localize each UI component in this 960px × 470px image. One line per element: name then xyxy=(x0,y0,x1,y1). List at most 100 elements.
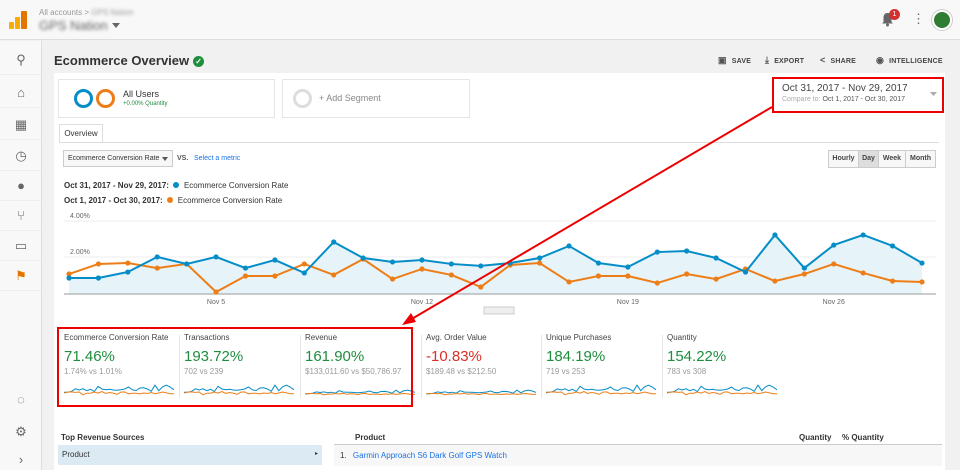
sparkline-current xyxy=(184,384,294,393)
data-point xyxy=(242,273,249,279)
account-selector[interactable]: GPS Nation xyxy=(39,18,108,33)
data-point xyxy=(654,249,660,255)
product-link[interactable]: Garmin Approach S6 Dark Golf GPS Watch xyxy=(352,451,507,460)
row-rank: 1. xyxy=(340,451,347,460)
data-point xyxy=(213,254,219,260)
metric-change: 193.72% xyxy=(184,348,244,365)
tab-overview[interactable]: Overview xyxy=(59,124,103,142)
share-button[interactable]: < SHARE xyxy=(820,55,856,65)
granularity-month[interactable]: Month xyxy=(905,150,936,168)
add-segment-label: + Add Segment xyxy=(319,93,381,103)
source-item-product[interactable]: Product ▸ xyxy=(58,445,322,465)
data-point xyxy=(360,255,366,261)
metric-name: Transactions xyxy=(184,333,230,342)
data-point xyxy=(301,270,307,276)
granularity-day[interactable]: Day xyxy=(858,150,879,168)
breadcrumb-account[interactable]: GPS Nation xyxy=(91,8,134,17)
behavior-icon[interactable]: ▭ xyxy=(0,231,42,261)
date-range-picker[interactable]: Oct 31, 2017 - Nov 29, 2017 Compare to: … xyxy=(772,77,944,113)
download-icon: ⤓ xyxy=(765,55,770,65)
metric-card[interactable]: Quantity 154.22% 783 vs 308 xyxy=(667,333,785,397)
gear-icon[interactable]: ⚙ xyxy=(15,424,27,439)
data-point xyxy=(595,273,602,279)
y-tick-label: 2.00% xyxy=(70,249,90,256)
sparkline-previous xyxy=(64,390,174,396)
sidebar: ⚲ ⌂ ▦ ◷ ● ⑂ ▭ ⚑ ◌ ⚙ › xyxy=(0,41,42,470)
blue-segment-ring-icon xyxy=(74,89,93,108)
line-chart: 4.00% 2.00% Nov 5 Nov 12 Nov 19 Nov 26 xyxy=(64,213,936,315)
metric-card[interactable]: Ecommerce Conversion Rate 71.46% 1.74% vs … xyxy=(64,333,182,397)
sparkline xyxy=(667,384,777,396)
data-point xyxy=(448,261,454,267)
clock-icon[interactable]: ◷ xyxy=(0,141,42,171)
data-point xyxy=(272,257,278,263)
home-icon[interactable]: ⌂ xyxy=(0,78,42,108)
avatar[interactable] xyxy=(932,10,952,30)
metric-compare: 783 vs 308 xyxy=(667,367,707,376)
save-button[interactable]: ▣ SAVE xyxy=(718,55,752,65)
customization-icon[interactable]: ▦ xyxy=(0,110,42,140)
chevron-right-icon[interactable]: › xyxy=(18,452,24,467)
data-point xyxy=(742,269,749,275)
export-button[interactable]: ⤓ EXPORT xyxy=(765,55,805,65)
metric-select[interactable]: Ecommerce Conversion Rate xyxy=(63,150,173,167)
sparkline-previous xyxy=(184,390,294,396)
chevron-down-icon[interactable] xyxy=(112,23,120,28)
data-point xyxy=(242,265,249,271)
blue-dot-icon xyxy=(172,182,179,188)
more-vert-icon[interactable]: ⋮ xyxy=(912,11,925,26)
data-point xyxy=(801,271,807,277)
select-metric-link[interactable]: Select a metric xyxy=(194,155,241,162)
data-point xyxy=(713,276,719,282)
data-point xyxy=(537,260,543,266)
col-pct-quantity[interactable]: % Quantity xyxy=(842,433,884,442)
col-product[interactable]: Product xyxy=(355,433,386,442)
breadcrumb-all-accounts[interactable]: All accounts > xyxy=(39,8,90,17)
acquisition-icon[interactable]: ⑂ xyxy=(0,201,42,231)
x-tick-label: Nov 26 xyxy=(823,299,845,306)
sparkline-previous xyxy=(667,390,777,396)
intelligence-button[interactable]: ◉ INTELLIGENCE xyxy=(876,55,943,65)
divider xyxy=(421,335,422,398)
lightbulb-icon[interactable]: ◌ xyxy=(17,392,25,407)
annotation-box-metrics xyxy=(57,327,413,407)
data-point xyxy=(66,271,72,277)
data-point xyxy=(301,261,307,267)
data-point xyxy=(566,243,572,249)
data-point xyxy=(389,276,396,282)
metric-name: Unique Purchases xyxy=(546,333,612,342)
segment-sub: +0.00% Quantity xyxy=(123,101,168,107)
x-tick-label: Nov 19 xyxy=(617,299,639,306)
metric-change: 71.46% xyxy=(64,348,115,365)
sparkline-current xyxy=(426,389,536,395)
person-icon[interactable]: ● xyxy=(0,171,42,201)
data-point xyxy=(95,261,102,267)
metric-card[interactable]: Transactions 193.72% 702 vs 239 xyxy=(184,333,302,397)
data-point xyxy=(213,289,219,295)
intelligence-icon: ◉ xyxy=(876,55,885,65)
divider xyxy=(300,335,301,398)
data-point xyxy=(831,261,837,267)
legend-previous: Oct 1, 2017 - Oct 30, 2017: Ecommerce Con… xyxy=(64,196,283,205)
compare-label: Compare to: xyxy=(782,96,821,103)
data-point xyxy=(537,255,543,261)
sparkline xyxy=(426,389,536,396)
col-quantity[interactable]: Quantity xyxy=(799,433,832,442)
data-point xyxy=(625,264,631,270)
metric-card[interactable]: Unique Purchases 184.19% 719 vs 253 xyxy=(546,333,664,397)
x-tick-label: Nov 12 xyxy=(411,299,433,306)
segment-name: All Users xyxy=(123,89,160,99)
data-point xyxy=(889,278,896,284)
breadcrumb[interactable]: All accounts > GPS Nation xyxy=(39,8,134,17)
data-point xyxy=(654,280,660,286)
flag-icon[interactable]: ⚑ xyxy=(0,261,42,291)
sparkline xyxy=(184,384,294,396)
metric-card[interactable]: Revenue 161.90% $133,011.60 vs $50,786.97 xyxy=(305,333,423,397)
chart-collapse-handle[interactable] xyxy=(483,306,515,315)
metric-card[interactable]: Avg. Order Value -10.83% $189.48 vs $212.5… xyxy=(426,333,544,397)
segment-all-users[interactable]: All Users +0.00% Quantity xyxy=(58,79,275,118)
search-icon[interactable]: ⚲ xyxy=(0,45,42,75)
data-point xyxy=(184,261,190,267)
data-point xyxy=(625,273,631,279)
sparkline xyxy=(305,389,415,396)
